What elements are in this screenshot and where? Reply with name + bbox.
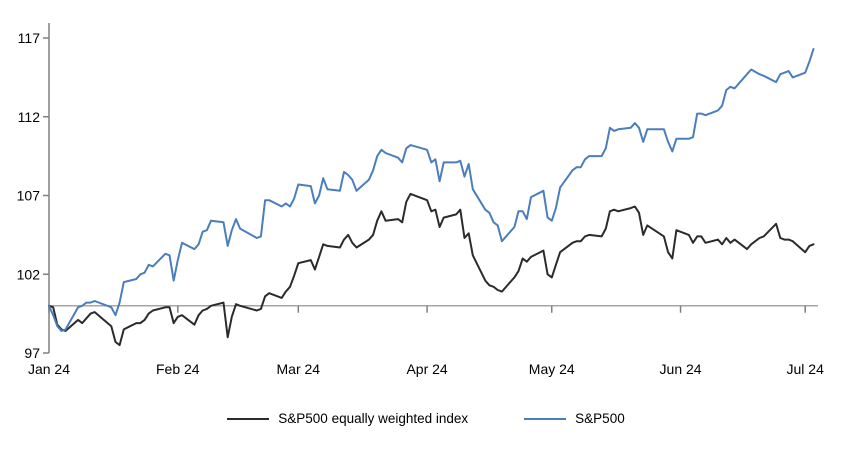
legend-swatch-sp500: [524, 417, 567, 420]
y-axis-label: 117: [18, 30, 41, 46]
y-axis-label: 97: [24, 345, 40, 361]
legend-label-sp500: S&P500: [575, 411, 625, 426]
y-axis-label: 102: [17, 266, 41, 282]
x-axis-label: Jan 24: [28, 361, 70, 377]
legend-label-equal-weight: S&P500 equally weighted index: [278, 411, 469, 426]
y-axis-label: 112: [18, 109, 41, 125]
legend-item-sp500: S&P500: [524, 411, 625, 426]
x-axis-label: May 24: [529, 361, 575, 377]
legend-swatch-equal-weight: [227, 417, 270, 420]
x-axis-label: Jun 24: [660, 361, 702, 377]
series-line-sp500: [48, 48, 815, 332]
legend-item-equal-weight: S&P500 equally weighted index: [227, 411, 468, 426]
x-axis-label: Apr 24: [406, 361, 447, 377]
x-axis-label: Jul 24: [787, 361, 825, 377]
x-axis-label: Mar 24: [277, 361, 321, 377]
series-line-equal-weight: [48, 192, 815, 347]
y-axis-label: 107: [17, 188, 41, 204]
x-axis-label: Feb 24: [156, 361, 200, 377]
chart-legend: S&P500 equally weighted index S&P500: [0, 411, 852, 426]
